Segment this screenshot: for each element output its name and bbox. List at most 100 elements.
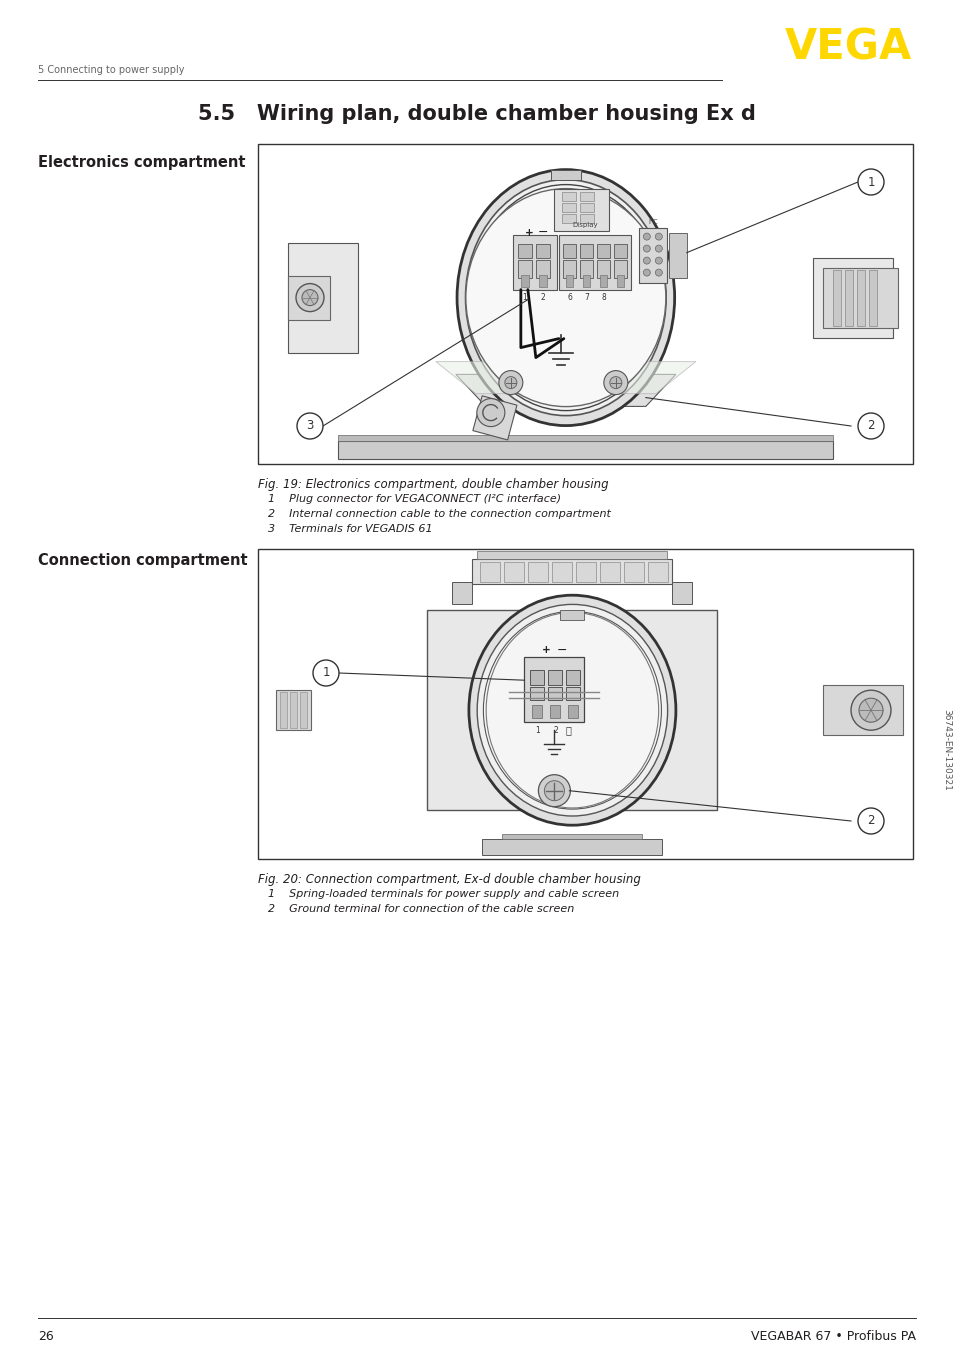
Bar [532,705,542,718]
Ellipse shape [489,619,655,802]
Bar [337,435,832,441]
Bar [561,214,576,222]
Bar [337,441,832,459]
Bar [504,562,524,582]
Bar [536,260,549,278]
Text: Fig. 20: Connection compartment, Ex-d double chamber housing: Fig. 20: Connection compartment, Ex-d do… [257,873,640,886]
Text: 1: 1 [866,176,874,188]
Bar [624,562,643,582]
Bar [554,188,608,230]
Bar [561,203,576,211]
Bar [579,214,593,222]
Bar [579,203,593,211]
Bar [648,562,668,582]
Text: 1: 1 [522,292,527,302]
Text: ⏚: ⏚ [565,726,571,735]
Bar [565,275,572,287]
Text: 2: 2 [553,726,558,735]
Circle shape [313,659,338,686]
Bar [856,269,864,325]
Bar [548,670,562,685]
Text: 2    Internal connection cable to the connection compartment: 2 Internal connection cable to the conne… [268,509,610,519]
Bar [562,260,576,278]
Bar [582,275,589,287]
Text: Connection compartment: Connection compartment [38,554,248,569]
Ellipse shape [469,596,675,825]
Bar [568,705,578,718]
Bar [579,260,592,278]
Bar [597,260,609,278]
Bar [812,257,892,337]
Bar [427,611,717,810]
Text: 7: 7 [584,292,589,302]
Text: +: + [541,646,550,655]
Bar [558,234,630,290]
Bar [520,275,528,287]
Circle shape [857,413,883,439]
Bar [639,227,666,283]
Bar [257,144,912,464]
Bar [597,244,609,257]
Text: 3: 3 [306,420,314,432]
Bar [832,269,841,325]
Text: 26: 26 [38,1330,53,1343]
Bar [613,260,626,278]
Ellipse shape [469,184,661,410]
Circle shape [655,257,661,264]
Circle shape [642,257,650,264]
Text: 36743-EN-130321: 36743-EN-130321 [942,709,950,791]
Text: 5 Connecting to power supply: 5 Connecting to power supply [38,65,184,74]
Bar [550,169,580,180]
Circle shape [476,398,504,427]
Text: −: − [537,226,548,240]
Bar [528,562,548,582]
Bar [275,691,311,730]
Text: −: − [557,643,567,657]
Bar [613,244,626,257]
Bar [552,562,572,582]
Text: I²C: I²C [647,218,657,225]
Circle shape [302,290,317,306]
Bar [868,269,876,325]
Bar [562,244,576,257]
Text: 1: 1 [322,666,330,680]
Bar [844,269,852,325]
Ellipse shape [465,188,665,406]
Circle shape [655,233,661,240]
Bar [822,268,897,328]
Text: 1: 1 [535,726,539,735]
Bar [473,395,517,440]
Bar [617,275,623,287]
Bar [566,670,579,685]
Text: 8: 8 [600,292,605,302]
Circle shape [642,245,650,252]
Bar [482,839,661,854]
Ellipse shape [476,604,667,816]
Bar [530,688,544,700]
Text: 2: 2 [866,420,874,432]
Text: VEGABAR 67 • Profibus PA: VEGABAR 67 • Profibus PA [750,1330,915,1343]
Bar [280,692,287,728]
Polygon shape [436,362,695,394]
Bar [517,260,531,278]
Circle shape [642,269,650,276]
Circle shape [537,774,570,807]
Circle shape [642,233,650,240]
Ellipse shape [486,612,658,808]
Ellipse shape [483,611,660,810]
Bar [299,692,307,728]
Polygon shape [456,375,675,406]
Circle shape [857,808,883,834]
Circle shape [544,781,564,800]
Bar [502,834,641,839]
Text: 1    Spring-loaded terminals for power supply and cable screen: 1 Spring-loaded terminals for power supp… [268,890,618,899]
Circle shape [857,169,883,195]
Circle shape [858,699,882,722]
Bar [579,192,593,200]
Bar [579,244,592,257]
Bar [452,582,472,604]
Bar [524,657,584,722]
Bar [538,275,546,287]
Ellipse shape [465,180,665,416]
Bar [576,562,596,582]
